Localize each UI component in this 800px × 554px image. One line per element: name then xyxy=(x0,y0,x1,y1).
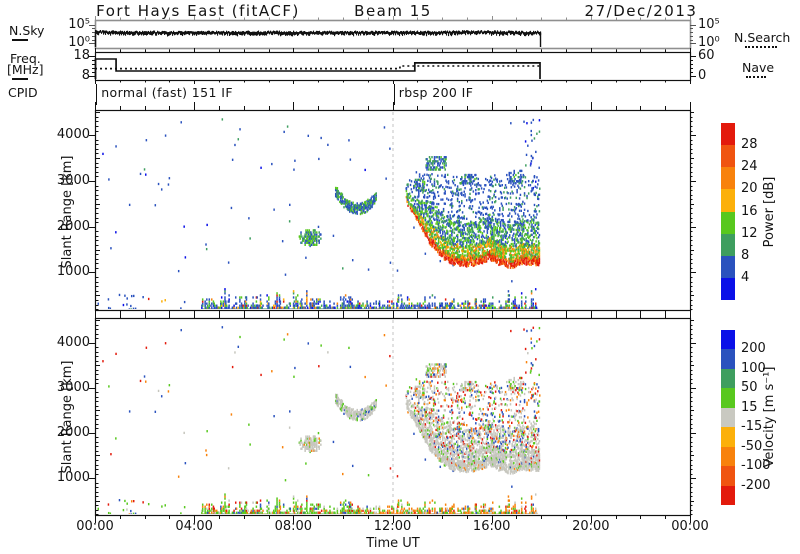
power-colorbar-tick-label: 12 xyxy=(741,225,758,241)
velocity-colorbar-tick-label: -200 xyxy=(741,477,771,493)
power-colorbar-segment xyxy=(721,189,735,212)
velocity-colorbar-segment xyxy=(721,330,735,350)
date-label: 27/Dec/2013 xyxy=(584,2,698,20)
nsearch-legend-dotted-line xyxy=(745,46,777,48)
nave-legend-dotted-line xyxy=(746,76,766,78)
power-colorbar-tick-label: 20 xyxy=(741,181,758,197)
nave-right-tick-label: 60 xyxy=(698,48,715,63)
velocity-colorbar xyxy=(721,330,735,505)
nsearch-legend-label: N.Search xyxy=(734,30,791,45)
velocity-colorbar-tick-label: -50 xyxy=(741,438,763,454)
velocity-range-tick-label: 3000 xyxy=(56,379,90,395)
power-colorbar-tick-label: 24 xyxy=(741,159,758,175)
velocity-range-tick-label: 1000 xyxy=(56,470,90,486)
power-colorbar-segment xyxy=(721,277,735,300)
velocity-colorbar-title: Velocity [m s⁻¹] xyxy=(761,366,777,468)
time-tick-label: 20:00 xyxy=(572,519,610,534)
velocity-colorbar-tick-label: 200 xyxy=(741,341,766,357)
time-tick-label: 00:00 xyxy=(76,519,114,534)
freq-panel-label-line1: Freq. xyxy=(10,51,41,66)
velocity-colorbar-segment xyxy=(721,485,735,505)
nsky-right-tick-label: 10⁰ xyxy=(698,35,720,51)
power-range-tick-label: 2000 xyxy=(56,218,90,234)
velocity-range-axis-title: Slant Range [km] xyxy=(59,360,75,474)
freq-left-tick-label: 8 xyxy=(81,68,90,83)
nsky-legend-line xyxy=(12,39,28,41)
power-colorbar-segment xyxy=(721,255,735,278)
nsky-right-tick-label: 10⁵ xyxy=(698,16,720,32)
beam-label: Beam 15 xyxy=(354,2,432,20)
velocity-colorbar-segment xyxy=(721,466,735,486)
velocity-colorbar-segment xyxy=(721,388,735,408)
nsky-panel-label: N.Sky xyxy=(9,23,45,38)
power-colorbar-segment xyxy=(721,233,735,256)
nave-right-tick-label: 0 xyxy=(698,68,707,83)
time-tick-label: 04:00 xyxy=(175,519,213,534)
power-colorbar-segment xyxy=(721,145,735,168)
velocity-range-tick-label: 4000 xyxy=(56,334,90,350)
cpid-row-label: CPID xyxy=(8,85,38,100)
velocity-colorbar-tick-label: 100 xyxy=(741,360,766,376)
power-colorbar-title: Power [dB] xyxy=(761,176,777,248)
freq-legend-line xyxy=(12,78,28,80)
time-axis-title: Time UT xyxy=(366,536,420,551)
velocity-colorbar-segment xyxy=(721,446,735,467)
power-range-tick-label: 1000 xyxy=(56,264,90,280)
page-title: Fort Hays East (fitACF) xyxy=(96,2,300,20)
power-range-tick-label: 4000 xyxy=(56,127,90,143)
power-colorbar-segment xyxy=(721,167,735,190)
velocity-colorbar-tick-label: -15 xyxy=(741,419,763,435)
velocity-colorbar-tick-label: 15 xyxy=(741,399,758,415)
time-tick-label: 12:00 xyxy=(373,519,412,534)
nave-legend-label: Nave xyxy=(742,60,775,75)
freq-panel-label-line2: [MHz] xyxy=(7,62,44,77)
time-tick-label: 00:00 xyxy=(671,519,709,534)
cpid-segment-label-normal: normal (fast) 151 IF xyxy=(101,85,233,100)
velocity-colorbar-segment xyxy=(721,427,735,447)
cpid-segment-label-rbsp: rbsp 200 IF xyxy=(398,85,474,100)
velocity-colorbar-segment xyxy=(721,407,735,428)
velocity-colorbar-tick-label: -100 xyxy=(741,458,771,474)
velocity-colorbar-tick-label: 50 xyxy=(741,380,758,396)
power-range-tick-label: 3000 xyxy=(56,172,90,188)
power-colorbar-tick-label: 8 xyxy=(741,247,750,263)
velocity-colorbar-segment xyxy=(721,349,735,369)
power-colorbar xyxy=(721,123,735,300)
nsky-left-tick-label: 10⁵ xyxy=(68,16,90,32)
power-colorbar-tick-label: 28 xyxy=(741,137,758,153)
power-colorbar-tick-label: 16 xyxy=(741,203,758,219)
power-colorbar-tick-label: 4 xyxy=(741,269,750,285)
power-colorbar-segment xyxy=(721,123,735,146)
velocity-range-tick-label: 2000 xyxy=(56,424,90,440)
time-tick-label: 08:00 xyxy=(274,519,313,534)
freq-left-tick-label: 18 xyxy=(73,48,90,63)
velocity-colorbar-segment xyxy=(721,368,735,389)
nsky-left-tick-label: 10⁰ xyxy=(68,35,90,51)
time-tick-label: 16:00 xyxy=(472,519,511,534)
power-colorbar-segment xyxy=(721,211,735,234)
